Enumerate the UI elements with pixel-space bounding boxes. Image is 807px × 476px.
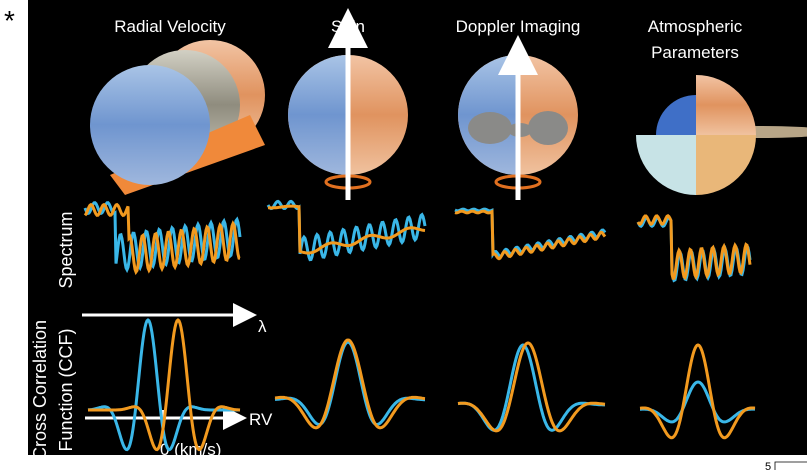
axis-label: RV [249,410,273,429]
column-title: Spin [331,17,365,36]
axis-label: λ [258,317,267,336]
planet-spin [288,8,408,200]
page-number: 5 [765,461,771,473]
column-title: Radial Velocity [114,17,226,36]
planet-doppler [458,35,578,200]
curve [83,201,242,274]
column-title: Parameters [651,43,739,62]
row-label: Spectrum [56,211,76,288]
column-titles: Radial Velocity Spin Doppler Imaging Atmosp… [114,17,742,62]
axis-label: 0 (km/s) [160,440,221,459]
curve [636,214,752,281]
curve [88,318,241,452]
planet-atmosphere [636,75,807,195]
row-label: Cross Correlation [30,320,50,460]
curve [274,338,426,430]
curve [83,202,241,276]
curve [640,380,756,424]
curve [268,204,426,255]
column-title: Atmospheric [648,17,743,36]
curves [83,199,756,452]
curve [639,343,756,440]
column-title: Doppler Imaging [456,17,581,36]
row-label: Function (CCF) [56,328,76,451]
marker: * [4,5,15,36]
curve [457,341,606,433]
planets-rv [90,40,265,195]
row-labels: Spectrum Cross Correlation Function (CCF… [30,211,76,460]
page-frame [774,461,807,470]
curve [454,209,607,261]
